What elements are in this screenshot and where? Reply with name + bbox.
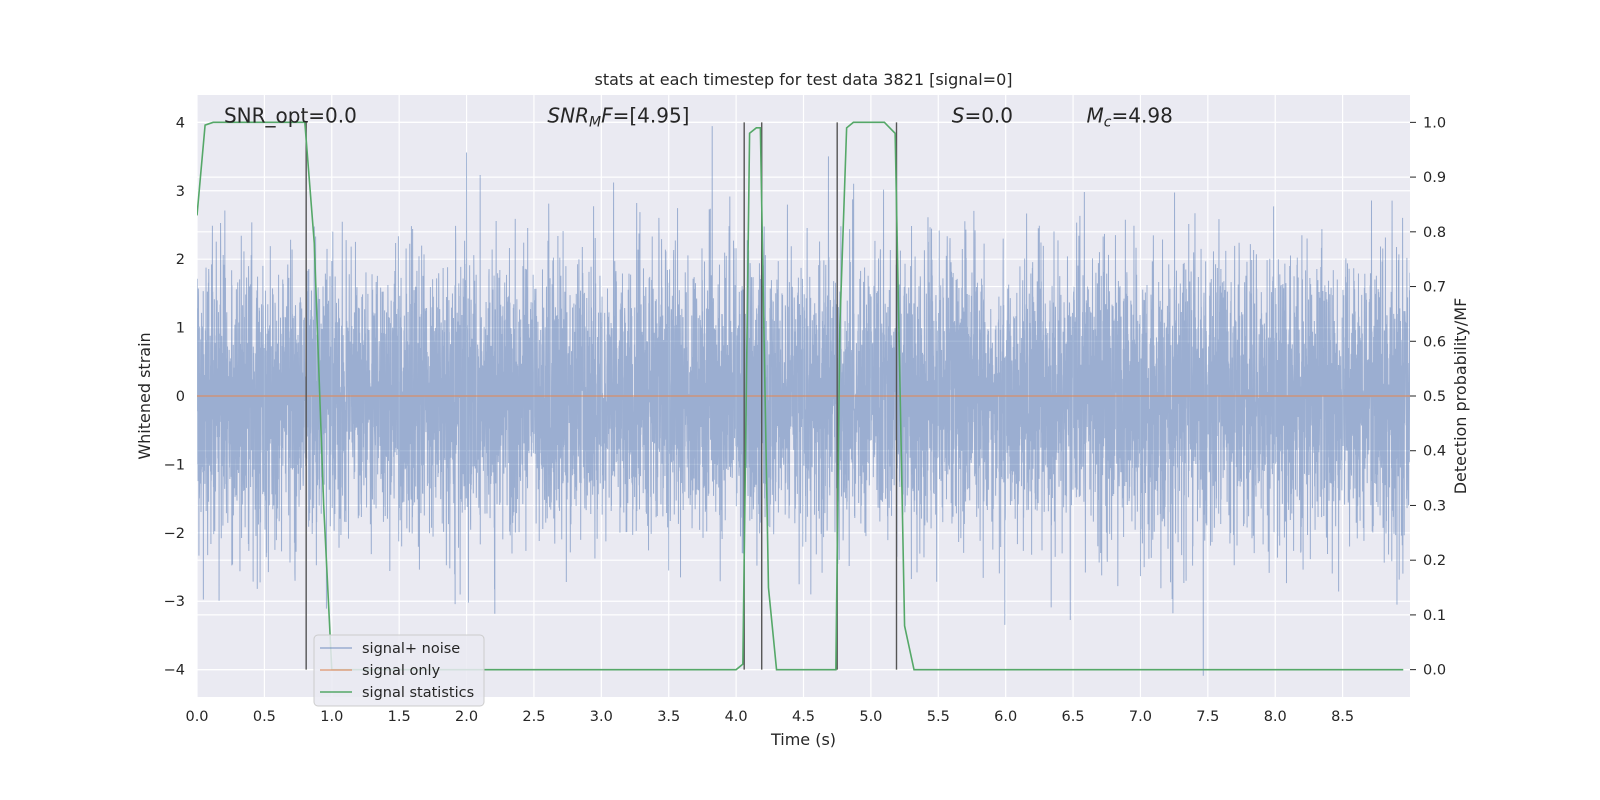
y-tick-label: 4 — [176, 115, 185, 131]
x-tick-label: 2.0 — [455, 709, 478, 725]
y-axis-ticks: −4 −3 −2 −1 0 1 2 3 4 — [164, 115, 185, 678]
y2-tick-label: 0.7 — [1423, 280, 1446, 296]
y2-tick-label: 0.9 — [1423, 170, 1446, 186]
y-tick-label: 2 — [176, 252, 185, 268]
series-signal-noise — [197, 126, 1410, 676]
y2-tick-label: 0.5 — [1423, 389, 1446, 405]
annotation-part: =[4.95] — [613, 104, 690, 128]
chart-title: stats at each timestep for test data 382… — [594, 70, 1012, 89]
y-tick-label: −1 — [164, 457, 185, 473]
legend-box — [313, 634, 485, 707]
y2-tick-label: 0.1 — [1423, 608, 1446, 624]
x-tick-label: 7.5 — [1196, 709, 1219, 725]
annotation-3: Mc=4.98 — [1087, 104, 1173, 131]
x-tick-label: 4.5 — [792, 709, 815, 725]
legend-label: signal+ noise — [362, 641, 460, 657]
x-tick-label: 1.0 — [320, 709, 343, 725]
annotation-1: SNRMF=[4.95] — [547, 104, 689, 131]
series-signal-statistics — [197, 121, 1404, 671]
y2-axis-ticks: 0.0 0.1 0.2 0.3 0.4 0.5 0.6 0.7 0.8 0.9 1.0 — [1410, 115, 1446, 679]
y2-tick-label: 0.2 — [1423, 553, 1446, 569]
x-tick-label: 0.5 — [253, 709, 276, 725]
y2-tick-label: 0.8 — [1423, 225, 1446, 241]
y-tick-label: −3 — [164, 594, 185, 610]
plot-series — [197, 121, 1410, 676]
y2-axis-label: Detection probability/MF — [1451, 298, 1470, 495]
annotation-part: SNR_opt=0.0 — [224, 104, 357, 128]
x-tick-label: 4.0 — [725, 709, 748, 725]
y-tick-label: −4 — [164, 663, 185, 679]
x-tick-label: 8.5 — [1331, 709, 1354, 725]
y2-tick-label: 1.0 — [1423, 115, 1446, 131]
x-axis-label: Time (s) — [770, 730, 836, 749]
legend-label: signal only — [362, 663, 441, 679]
x-tick-label: 3.5 — [657, 709, 680, 725]
y-tick-label: −2 — [164, 526, 185, 542]
x-tick-label: 0.0 — [185, 709, 208, 725]
x-axis-ticks: 0.0 0.5 1.0 1.5 2.0 2.5 3.0 3.5 4.0 4.5 5.0 5.5 6.0 6… — [185, 709, 1354, 725]
annotation-part: F — [601, 104, 613, 128]
y2-tick-label: 0.3 — [1423, 498, 1446, 514]
legend-label: signal statistics — [362, 685, 474, 701]
annotation-part: =4.98 — [1112, 104, 1173, 128]
y2-tick-label: 0.4 — [1423, 444, 1446, 460]
annotation-0: SNR_opt=0.0 — [224, 104, 357, 128]
legend: signal+ noise signal only signal statistic… — [313, 634, 485, 707]
annotation-part: c — [1104, 115, 1112, 131]
annotation-part: M — [589, 115, 601, 131]
annotations: SNR_opt=0.0 SNRMF=[4.95] S=0.0 Mc=4.98 — [224, 104, 1173, 131]
x-tick-label: 7.0 — [1129, 709, 1152, 725]
y-axis-label: Whitened strain — [135, 332, 154, 459]
x-tick-label: 3.0 — [590, 709, 613, 725]
y2-tick-label: 0.0 — [1423, 663, 1446, 679]
y-tick-label: 3 — [176, 184, 185, 200]
y-tick-label: 0 — [176, 389, 185, 405]
x-tick-label: 6.5 — [1062, 709, 1085, 725]
x-tick-label: 8.0 — [1264, 709, 1287, 725]
annotation-part: =0.0 — [964, 104, 1013, 128]
x-tick-label: 6.0 — [994, 709, 1017, 725]
annotation-part: M — [1087, 104, 1104, 128]
y2-tick-label: 0.6 — [1423, 334, 1446, 350]
y-tick-label: 1 — [176, 321, 185, 337]
annotation-part: SNR — [547, 104, 589, 128]
x-tick-label: 2.5 — [522, 709, 545, 725]
x-tick-label: 5.5 — [927, 709, 950, 725]
annotation-part: S — [952, 104, 965, 128]
annotation-2: S=0.0 — [952, 104, 1013, 128]
x-tick-label: 5.0 — [859, 709, 882, 725]
x-tick-label: 1.5 — [388, 709, 411, 725]
